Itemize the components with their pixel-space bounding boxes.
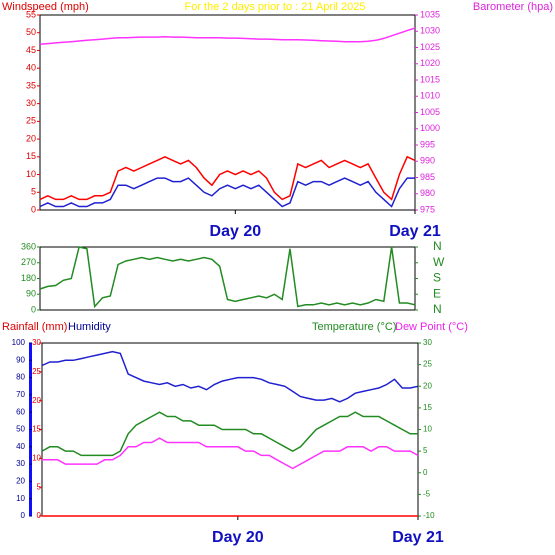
y-tick-label: 30 [26,98,36,108]
x-tick-label: Day 21 [389,223,441,240]
series-line [39,155,416,201]
y-tick-label: 10 [423,425,432,434]
y-tick-label: 100 [12,338,26,347]
y-tick-label: 50 [26,27,36,37]
y-tick-label: 10 [26,169,36,179]
y-axis-label: Windspeed (mph) [2,1,89,13]
y-tick-label: 1020 [420,58,440,68]
y-tick-label: 25 [26,116,36,126]
y-tick-label: 45 [26,45,36,55]
series-line [41,350,419,403]
y-tick-label: 50 [16,425,25,434]
y-tick-label: 20 [32,396,41,405]
y-tick-label: 15 [423,403,432,412]
y-tick-label: 270 [21,257,36,267]
y-tick-label: S [433,271,441,285]
y-tick-label: 20 [16,477,25,486]
y-tick-label: 90 [26,289,36,299]
series-line [39,177,415,208]
series-line [39,27,416,46]
x-tick-label: Day 20 [210,223,262,240]
y-tick-label: 1015 [420,74,440,84]
y-tick-label: 5 [37,482,42,491]
y2-axis-label: Barometer (hpa) [473,1,553,13]
y-tick-label: 30 [32,338,41,347]
y-tick-label: 180 [21,273,36,283]
y-tick-label: 1025 [420,42,440,52]
y-tick-label: 55 [26,9,36,19]
chart-title: For the 2 days prior to : 21 April 2025 [185,1,366,13]
y-tick-label: 30 [16,459,25,468]
y-tick-label: 30 [423,338,432,347]
y-tick-label: 20 [26,133,36,143]
y-tick-label: 90 [16,355,25,364]
x-tick-label: Day 20 [212,529,264,546]
y-tick-label: 40 [16,442,25,451]
y-tick-label: 995 [420,139,435,149]
y-tick-label: 5 [423,446,428,455]
y-tick-label: 975 [420,204,435,214]
y-tick-label: 990 [420,156,435,166]
y-tick-label: 70 [16,390,25,399]
y-tick-label: 360 [21,241,36,251]
y-tick-label: 15 [32,425,41,434]
series-line [39,246,416,309]
y-tick-label: -10 [423,511,435,520]
y-tick-label: E [433,286,441,300]
y-tick-label: 40 [26,63,36,73]
series-label: Rainfall (mm) [2,321,67,333]
y-tick-label: 1000 [420,123,440,133]
y-tick-label: 980 [420,188,435,198]
y-tick-label: 0 [423,468,428,477]
y-tick-label: 60 [16,407,25,416]
y-tick-label: 1010 [420,91,440,101]
y-tick-label: N [433,302,442,316]
y-tick-label: 80 [16,373,25,382]
x-tick-label: Day 21 [392,529,444,546]
series-label: Humidity [68,321,111,333]
y-tick-label: 1035 [420,9,440,19]
y-tick-label: 0 [31,304,36,314]
y-tick-label: 10 [32,453,41,462]
y-tick-label: 0 [21,511,26,520]
series-line [41,411,418,457]
y-tick-label: 1005 [420,107,440,117]
y-tick-label: 25 [423,360,432,369]
y-tick-label: W [433,255,445,269]
y-tick-label: 25 [32,367,41,376]
series-label: Dew Point (°C) [395,321,468,333]
y-tick-label: -5 [423,489,431,498]
y-tick-label: 35 [26,80,36,90]
y-tick-label: 20 [423,381,432,390]
series-label: Temperature (°C) [312,321,396,333]
series-line [42,437,419,470]
y-tick-label: 10 [16,494,25,503]
y-tick-label: 15 [26,151,36,161]
y-tick-label: 1030 [420,26,440,36]
y-tick-label: 0 [37,511,42,520]
y-tick-label: 0 [31,204,36,214]
y-tick-label: N [433,239,442,253]
y-tick-label: 5 [31,187,36,197]
y-tick-label: 985 [420,172,435,182]
